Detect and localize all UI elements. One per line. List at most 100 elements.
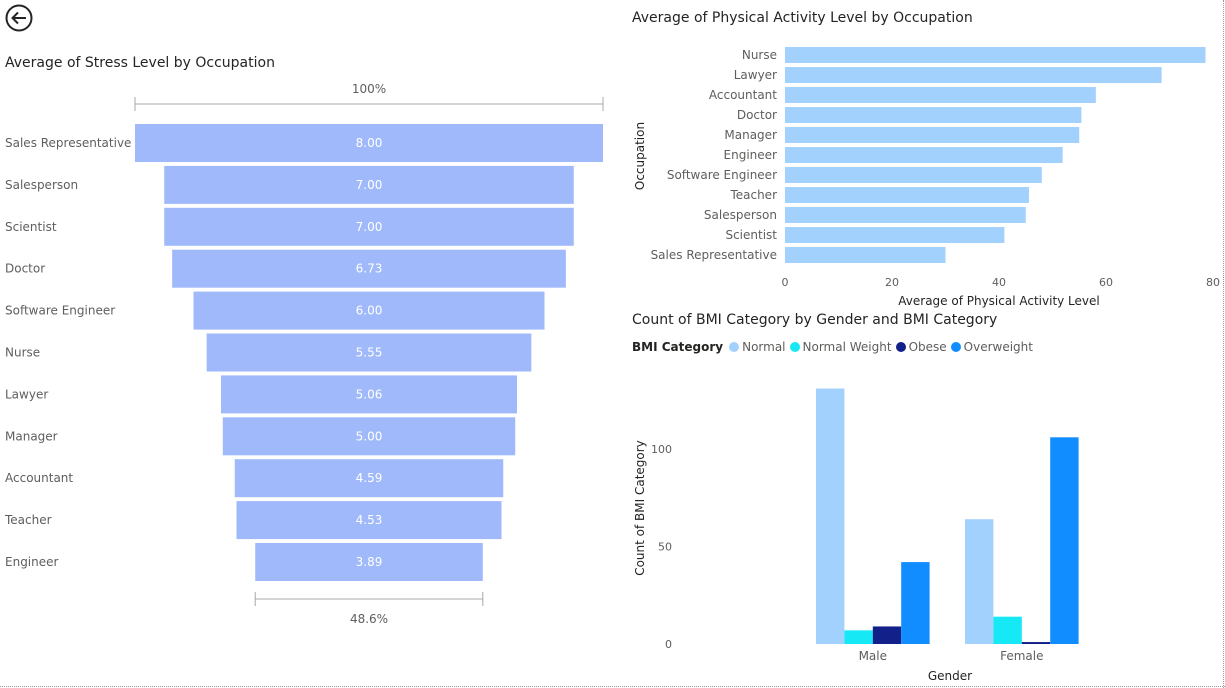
activity-category-label: Engineer [724, 148, 778, 162]
funnel-category-label: Doctor [5, 262, 45, 276]
activity-x-tick: 60 [1099, 276, 1113, 289]
funnel-bar-value: 4.59 [356, 471, 383, 485]
bmi-x-category-label: Male [859, 649, 887, 663]
activity-category-label: Lawyer [734, 68, 777, 82]
bmi-bar[interactable] [901, 562, 930, 644]
bmi-chart-title: Count of BMI Category by Gender and BMI … [632, 312, 998, 328]
activity-y-axis-title: Occupation [633, 122, 647, 190]
legend-label-obese: Obese [908, 340, 947, 354]
funnel-bar[interactable] [222, 417, 516, 456]
activity-category-label: Teacher [729, 188, 777, 202]
funnel-bar[interactable] [220, 375, 518, 414]
legend-dot-normal-weight [789, 342, 800, 352]
legend-dot-overweight [950, 342, 961, 352]
funnel-category-label: Nurse [5, 346, 40, 360]
bmi-bar[interactable] [965, 519, 994, 644]
legend-title: BMI Category [632, 340, 724, 354]
bmi-y-axis-title: Count of BMI Category [633, 440, 647, 576]
funnel-bar-value: 4.53 [356, 513, 383, 527]
legend-label-normal: Normal [742, 340, 786, 354]
activity-bar[interactable] [785, 147, 1063, 163]
activity-bar[interactable] [785, 227, 1005, 243]
funnel-bar-value: 5.06 [356, 387, 383, 401]
activity-bar[interactable] [785, 107, 1082, 123]
activity-category-label: Manager [724, 128, 777, 142]
bmi-y-tick: 100 [651, 443, 672, 456]
funnel-bar-value: 6.00 [356, 304, 383, 318]
activity-category-label: Scientist [725, 228, 777, 242]
funnel-bar-value: 5.55 [356, 346, 383, 360]
legend-label-normal-weight: Normal Weight [802, 340, 892, 354]
funnel-bar-value: 6.73 [356, 262, 383, 276]
activity-category-label: Salesperson [704, 208, 777, 222]
activity-chart-title: Average of Physical Activity Level by Oc… [632, 10, 973, 26]
funnel-bar[interactable] [206, 333, 532, 372]
funnel-bar[interactable] [164, 207, 574, 246]
funnel-bar-value: 8.00 [356, 136, 383, 150]
legend-dot-obese [895, 342, 906, 352]
activity-category-label: Nurse [742, 48, 777, 62]
funnel-bar[interactable] [255, 543, 483, 581]
bmi-bar[interactable] [816, 388, 845, 644]
back-arrow-icon[interactable] [5, 4, 33, 32]
bmi-bar[interactable] [844, 630, 873, 644]
legend-label-overweight: Overweight [963, 340, 1033, 354]
activity-x-tick: 0 [782, 276, 789, 289]
bmi-x-category-label: Female [1000, 649, 1043, 663]
bmi-bar[interactable] [872, 626, 902, 644]
funnel-category-label: Sales Representative [5, 136, 131, 150]
activity-bar[interactable] [785, 207, 1026, 223]
bmi-bar[interactable] [1021, 642, 1051, 644]
funnel-top-percent: 100% [352, 82, 386, 96]
funnel-category-label: Scientist [5, 220, 57, 234]
funnel-category-label: Salesperson [5, 178, 78, 192]
activity-category-label: Software Engineer [667, 168, 777, 182]
legend-item-obese[interactable]: Obese [895, 340, 947, 354]
funnel-bar[interactable] [164, 165, 574, 204]
bmi-y-tick: 50 [658, 541, 672, 554]
funnel-chart-title: Average of Stress Level by Occupation [5, 55, 275, 71]
bmi-bar[interactable] [993, 616, 1022, 644]
activity-x-axis-title: Average of Physical Activity Level [898, 294, 1099, 308]
funnel-category-label: Teacher [4, 513, 52, 527]
funnel-bar[interactable] [135, 124, 603, 162]
funnel-bar-value: 7.00 [356, 220, 383, 234]
funnel-bar[interactable] [236, 501, 502, 540]
activity-category-label: Doctor [737, 108, 777, 122]
bmi-x-axis-title: Gender [928, 669, 972, 683]
funnel-category-label: Engineer [5, 555, 59, 569]
funnel-bottom-percent: 48.6% [350, 612, 388, 626]
funnel-category-label: Software Engineer [5, 304, 115, 318]
funnel-category-label: Manager [5, 429, 58, 443]
bmi-bar[interactable] [1050, 437, 1079, 644]
activity-bar[interactable] [785, 247, 946, 263]
funnel-category-label: Lawyer [5, 387, 48, 401]
legend-item-overweight[interactable]: Overweight [950, 340, 1033, 354]
activity-bar[interactable] [785, 127, 1080, 143]
activity-bar[interactable] [785, 47, 1206, 63]
funnel-category-label: Accountant [5, 471, 73, 485]
activity-bar[interactable] [785, 87, 1096, 103]
activity-x-tick: 40 [992, 276, 1006, 289]
funnel-bar-value: 5.00 [356, 429, 383, 443]
legend-item-normal[interactable]: Normal [729, 340, 786, 354]
activity-category-label: Sales Representative [651, 248, 777, 262]
funnel-bar-value: 3.89 [356, 555, 383, 569]
activity-bar[interactable] [785, 187, 1029, 203]
activity-bar[interactable] [785, 167, 1042, 183]
activity-x-tick: 80 [1206, 276, 1220, 289]
activity-bar[interactable] [785, 67, 1162, 83]
funnel-bar[interactable] [172, 249, 566, 288]
funnel-bar-value: 7.00 [356, 178, 383, 192]
legend-item-normal-weight[interactable]: Normal Weight [789, 340, 892, 354]
page-border-bottom [0, 686, 1225, 687]
page-border-right [1223, 0, 1224, 688]
bmi-y-tick: 0 [665, 638, 672, 651]
funnel-bar[interactable] [193, 291, 545, 330]
bmi-legend: BMI Category Normal Normal Weight Obese … [632, 340, 1037, 354]
legend-dot-normal [729, 342, 740, 352]
activity-category-label: Accountant [709, 88, 777, 102]
activity-x-tick: 20 [885, 276, 899, 289]
funnel-bar[interactable] [234, 459, 504, 498]
